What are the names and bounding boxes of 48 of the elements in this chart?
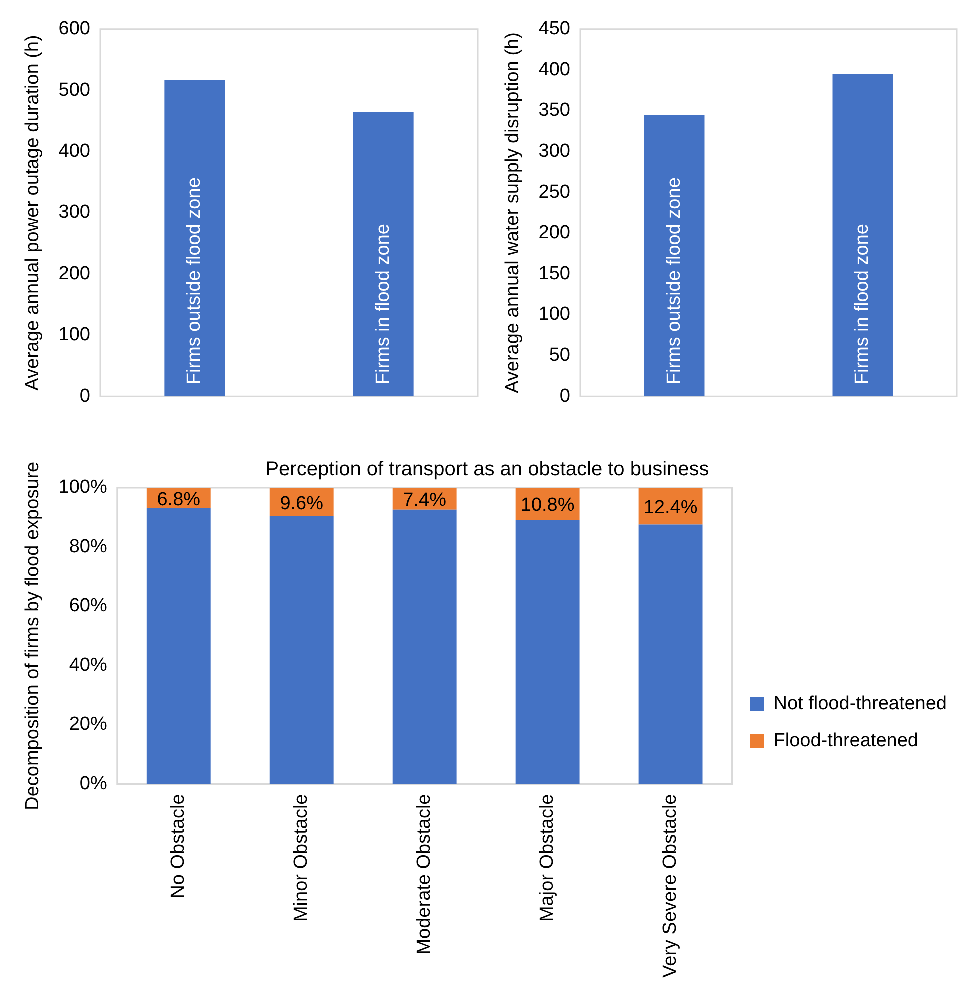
data-label: 6.8% — [157, 489, 201, 510]
x-tick-label: Moderate Obstacle — [414, 794, 436, 955]
bar — [392, 510, 457, 784]
y-tick-label: 100% — [58, 477, 108, 498]
data-label: 12.4% — [644, 498, 698, 519]
y-tick-label: 100 — [538, 304, 570, 326]
y-tick-label: 100 — [58, 324, 90, 346]
category-label: Firms in flood zone — [372, 224, 394, 385]
bar — [270, 516, 334, 784]
x-tick-label: No Obstacle — [168, 794, 190, 899]
y-tick-label: 60% — [69, 596, 108, 617]
y-tick-label: 300 — [538, 141, 570, 162]
y-tick-label: 150 — [538, 263, 570, 284]
bar — [146, 508, 211, 784]
category-label: Firms outside flood zone — [184, 178, 206, 385]
y-tick-label: 0 — [560, 386, 570, 407]
y-axis-title: Decomposition of firms by flood exposure — [22, 462, 44, 810]
y-tick-label: 0% — [80, 773, 108, 794]
y-axis-title: Average annual power outage duration (h) — [22, 35, 44, 391]
y-tick-label: 0 — [80, 386, 90, 407]
chart-title: Perception of transport as an obstacle to business — [266, 458, 710, 481]
y-tick-label: 250 — [538, 182, 570, 203]
data-label: 10.8% — [520, 495, 575, 516]
y-tick-label: 500 — [58, 80, 90, 101]
data-label: 9.6% — [280, 493, 324, 514]
category-label: Firms in flood zone — [852, 224, 874, 385]
legend-label: Not flood-threatened — [774, 694, 948, 715]
x-tick-label: Major Obstacle — [537, 794, 558, 922]
y-tick-label: 350 — [538, 100, 570, 122]
y-tick-label: 50 — [549, 345, 570, 366]
y-tick-label: 20% — [69, 714, 108, 736]
y-tick-label: 450 — [538, 18, 570, 40]
x-tick-label: Minor Obstacle — [291, 794, 312, 922]
y-tick-label: 200 — [538, 222, 570, 244]
y-tick-label: 200 — [58, 263, 90, 284]
bar — [638, 524, 703, 784]
x-tick-label: Very Severe Obstacle — [660, 794, 682, 978]
bar — [516, 520, 580, 784]
y-tick-label: 400 — [538, 59, 570, 80]
legend-label: Flood-threatened — [774, 730, 918, 752]
y-tick-label: 80% — [69, 536, 108, 558]
y-axis-title: Average annual water supply disruption (h) — [502, 32, 524, 394]
category-label: Firms outside flood zone — [664, 178, 685, 385]
y-tick-label: 40% — [69, 654, 108, 676]
y-tick-label: 600 — [58, 18, 90, 40]
y-tick-label: 400 — [58, 141, 90, 162]
y-tick-label: 300 — [58, 202, 90, 224]
data-label: 7.4% — [403, 490, 447, 512]
